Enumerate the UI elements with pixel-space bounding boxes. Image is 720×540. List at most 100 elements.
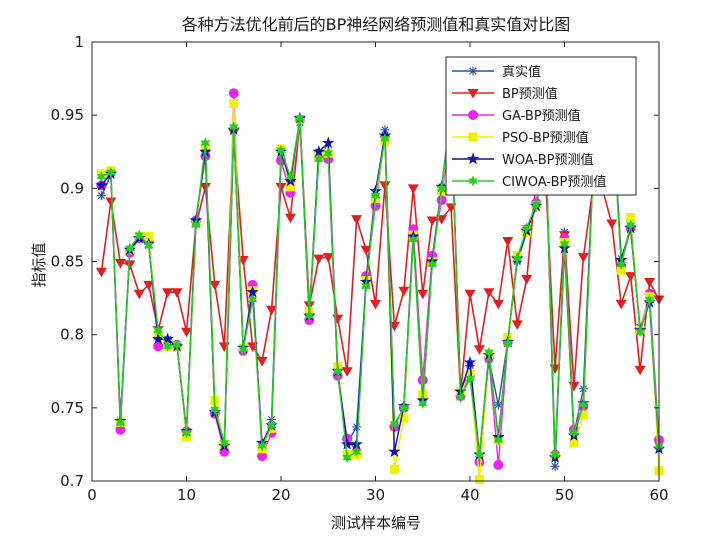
data-point-s5-43	[503, 337, 513, 349]
data-point-s1-17	[256, 357, 268, 367]
legend-marker-4	[466, 152, 480, 165]
data-point-s4-24	[322, 136, 335, 149]
data-point-s1-7	[162, 288, 174, 298]
data-point-s5-5	[143, 239, 154, 251]
data-point-s5-28	[361, 280, 371, 292]
data-point-s5-50	[569, 427, 579, 439]
data-point-s5-51	[578, 399, 589, 411]
data-point-s4-31	[388, 445, 401, 457]
y-tick-label: 0.95	[51, 106, 84, 124]
data-point-s4-39	[463, 355, 477, 368]
series-line-5	[101, 99, 660, 459]
data-point-s5-16	[247, 294, 258, 306]
data-point-s5-6	[153, 324, 163, 336]
data-point-s5-3	[125, 242, 135, 254]
data-point-s0-48	[550, 461, 560, 471]
x-tick-label: 0	[87, 486, 97, 504]
data-point-s1-51	[577, 253, 589, 263]
data-point-s5-35	[427, 258, 437, 270]
legend-marker-1	[467, 89, 479, 99]
legend-label: GA-BP预测值	[502, 108, 581, 124]
data-point-s5-21	[295, 112, 305, 124]
data-point-s2-17	[257, 451, 268, 462]
data-point-s1-4	[133, 289, 145, 300]
legend-entry-1: BP预测值	[452, 86, 558, 102]
data-point-s3-55	[616, 265, 626, 275]
x-tick-label: 40	[460, 486, 479, 504]
legend-entry-5: CIWOA-BP预测值	[452, 174, 606, 190]
data-point-s1-43	[502, 237, 514, 247]
data-point-s1-20	[284, 213, 296, 224]
data-point-s5-45	[521, 222, 532, 234]
legend-label: 真实值	[502, 64, 541, 80]
series-5	[96, 95, 664, 464]
data-point-s0-0	[96, 191, 106, 201]
data-point-s5-33	[408, 234, 419, 246]
data-point-s1-34	[417, 289, 429, 300]
legend-entry-3: PSO-BP预测值	[452, 130, 589, 146]
data-point-s1-24	[322, 253, 334, 263]
data-point-s3-51	[578, 410, 588, 420]
data-point-s1-39	[464, 289, 476, 300]
data-point-s1-1	[105, 197, 117, 208]
data-point-s5-44	[512, 253, 523, 265]
data-point-s3-5	[144, 232, 154, 242]
data-point-s4-26	[340, 437, 354, 450]
data-point-s2-34	[417, 375, 428, 386]
data-point-s5-55	[616, 258, 626, 270]
data-point-s1-45	[521, 275, 533, 285]
data-point-s5-18	[266, 419, 277, 431]
data-point-s1-19	[275, 182, 287, 193]
data-point-s4-16	[246, 285, 259, 298]
data-point-s1-40	[473, 345, 485, 355]
data-point-s5-41	[484, 346, 494, 358]
data-point-s4-0	[95, 178, 108, 191]
data-point-s1-54	[606, 219, 618, 229]
data-point-s1-2	[114, 258, 126, 269]
y-axis-label: 指标值	[30, 242, 48, 287]
legend-label: PSO-BP预测值	[502, 130, 589, 146]
y-tick-label: 1	[74, 33, 84, 51]
data-point-s1-35	[426, 216, 438, 227]
legend-entry-2: GA-BP预测值	[452, 108, 581, 124]
x-tick-label: 10	[177, 486, 196, 504]
data-point-s2-36	[436, 195, 447, 206]
data-point-s5-14	[228, 121, 239, 133]
data-point-s1-28	[360, 245, 372, 256]
data-point-s5-58	[644, 294, 655, 306]
data-point-s5-8	[172, 339, 182, 351]
x-tick-label: 60	[649, 486, 668, 504]
data-point-s3-20	[285, 182, 295, 192]
x-tick-label: 20	[271, 486, 290, 504]
data-point-s5-22	[304, 310, 315, 322]
data-point-s5-20	[285, 171, 296, 183]
legend-label: CIWOA-BP预测值	[502, 174, 606, 190]
data-point-s1-12	[209, 280, 221, 291]
data-point-s5-56	[625, 219, 636, 231]
legend-marker-3	[468, 132, 478, 142]
data-point-s5-23	[314, 153, 324, 165]
data-point-s3-14	[229, 98, 239, 108]
tick-layer: 0 10 20 30 40 50 60 0.7 0.75 0.8 0.85 0.9 0.95 1	[51, 33, 669, 504]
data-point-s1-44	[511, 320, 523, 330]
y-tick-label: 0.7	[60, 472, 84, 490]
data-point-s1-26	[341, 367, 353, 377]
data-point-s5-0	[96, 171, 107, 183]
data-point-s5-17	[257, 440, 267, 452]
data-point-s5-12	[210, 403, 220, 415]
data-point-s5-39	[465, 373, 475, 385]
data-point-s5-36	[436, 182, 447, 194]
x-tick-label: 50	[555, 486, 574, 504]
data-point-s5-25	[332, 365, 343, 377]
data-point-s5-38	[455, 392, 466, 404]
data-point-s1-29	[370, 299, 381, 310]
legend-entry-4: WOA-BP预测值	[452, 152, 593, 168]
data-point-s5-2	[115, 416, 126, 428]
legend-entry-0: 真实值	[452, 64, 541, 80]
data-point-s1-57	[634, 365, 646, 376]
data-point-s1-27	[351, 215, 363, 225]
data-point-s1-33	[407, 184, 419, 194]
data-point-s1-23	[313, 254, 325, 265]
legend-marker-5	[468, 175, 478, 187]
